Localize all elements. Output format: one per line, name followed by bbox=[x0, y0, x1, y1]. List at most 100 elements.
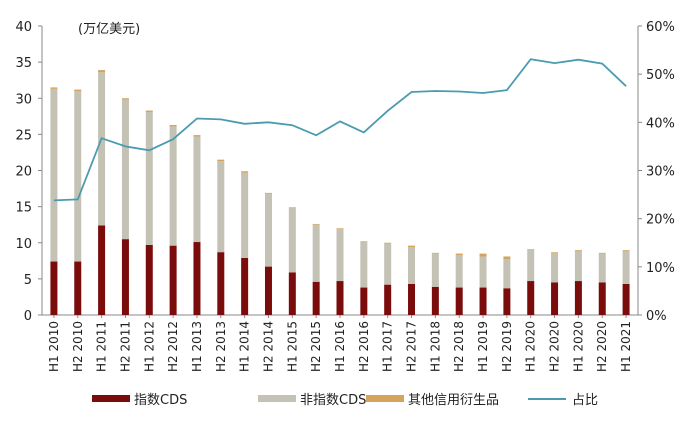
bar-segment-index-cds bbox=[408, 283, 416, 315]
axes: 0 5 10 15 20 25 30 35 40 0% 10% 20% 30% 40% 50% 60% bbox=[15, 20, 674, 324]
x-axis-tick-label: H1 2012 bbox=[142, 321, 156, 372]
right-axis-tick-label: 40% bbox=[646, 116, 675, 131]
line-series bbox=[53, 58, 627, 202]
x-axis-tick-label: H2 2019 bbox=[500, 321, 514, 372]
bar-segment-other-credit-derivatives bbox=[431, 252, 439, 254]
bars bbox=[50, 70, 630, 315]
bar-segment-index-cds bbox=[98, 225, 106, 315]
left-axis-tick-label: 0 bbox=[24, 309, 32, 324]
bar-segment-index-cds bbox=[241, 257, 249, 315]
bar-segment-index-cds bbox=[431, 286, 439, 315]
left-axis-tick-label: 5 bbox=[24, 273, 32, 288]
left-axis-tick-label: 30 bbox=[15, 92, 32, 107]
bar-segment-other-credit-derivatives bbox=[551, 252, 559, 253]
bar-segment-index-cds bbox=[312, 281, 320, 315]
bar-segment-other-credit-derivatives bbox=[622, 249, 630, 251]
left-axis-tick-label: 10 bbox=[15, 237, 32, 252]
bar-segment-non-index-cds bbox=[312, 224, 320, 282]
x-axis-tick-label: H2 2015 bbox=[309, 321, 323, 372]
bar-segment-non-index-cds bbox=[169, 126, 177, 246]
bar-segment-index-cds bbox=[384, 284, 392, 315]
right-axis-tick-label: 0% bbox=[646, 309, 667, 324]
bar-segment-other-credit-derivatives bbox=[503, 256, 511, 260]
x-axis-tick-label: H2 2020 bbox=[548, 321, 562, 372]
bar-segment-other-credit-derivatives bbox=[384, 242, 392, 244]
bar-segment-non-index-cds bbox=[479, 256, 487, 288]
bar-segment-other-credit-derivatives bbox=[455, 253, 463, 256]
bar-segment-index-cds bbox=[145, 244, 153, 315]
x-axis-tick-label: H1 2011 bbox=[95, 321, 109, 372]
bar-segment-other-credit-derivatives bbox=[98, 70, 106, 73]
legend-non-index-cds-swatch bbox=[258, 395, 296, 402]
bar-segment-non-index-cds bbox=[264, 193, 272, 267]
bar-segment-non-index-cds bbox=[408, 247, 416, 284]
x-axis-tick-label: H2 2012 bbox=[166, 321, 180, 372]
x-axis-tick-label: H1 2013 bbox=[190, 321, 204, 372]
x-axis-tick-label: H1 2021 bbox=[619, 321, 633, 372]
x-axis-tick-label: H1 2019 bbox=[476, 321, 490, 372]
bar-segment-non-index-cds bbox=[288, 208, 296, 273]
bar-segment-other-credit-derivatives bbox=[217, 159, 225, 162]
bar-segment-other-credit-derivatives bbox=[479, 253, 487, 257]
left-axis-tick-label: 35 bbox=[15, 56, 32, 71]
bar-segment-other-credit-derivatives bbox=[360, 241, 368, 243]
bar-segment-other-credit-derivatives bbox=[336, 228, 344, 230]
bar-segment-other-credit-derivatives bbox=[408, 245, 416, 248]
bar-segment-other-credit-derivatives bbox=[169, 124, 177, 127]
bar-segment-index-cds bbox=[360, 287, 368, 315]
share-line bbox=[53, 58, 627, 202]
bar-segment-index-cds bbox=[264, 266, 272, 315]
bar-segment-non-index-cds bbox=[360, 242, 368, 288]
x-axis-tick-label: H1 2016 bbox=[333, 321, 347, 372]
legend-index-cds-label: 指数CDS bbox=[134, 393, 187, 408]
bar-segment-non-index-cds bbox=[598, 253, 606, 283]
bar-segment-non-index-cds bbox=[551, 252, 559, 283]
bar-segment-non-index-cds bbox=[145, 111, 153, 245]
bar-segment-non-index-cds bbox=[574, 250, 582, 282]
bar-segment-index-cds bbox=[288, 272, 296, 315]
bar-segment-index-cds bbox=[574, 281, 582, 315]
x-axis-tick-label: H1 2010 bbox=[47, 321, 61, 372]
legend-other-credit-derivatives-swatch bbox=[366, 395, 404, 402]
bar-segment-non-index-cds bbox=[336, 229, 344, 282]
bar-segment-other-credit-derivatives bbox=[193, 135, 201, 137]
bar-segment-non-index-cds bbox=[121, 99, 129, 240]
x-axis-tick-label: H1 2020 bbox=[571, 321, 585, 372]
bar-segment-non-index-cds bbox=[98, 72, 106, 226]
x-axis-tick-label: H2 2010 bbox=[71, 321, 85, 372]
bar-segment-non-index-cds bbox=[193, 136, 201, 243]
right-axis-tick-label: 20% bbox=[646, 213, 675, 228]
x-axis-tick-label: H2 2014 bbox=[261, 321, 275, 372]
x-axis-tick-label: H2 2018 bbox=[452, 321, 466, 372]
legend: 指数CDS 非指数CDS 其他信用衍生品 占比 bbox=[92, 393, 598, 408]
right-axis-tick-label: 60% bbox=[646, 20, 675, 35]
x-axis-tick-label: H2 2016 bbox=[357, 321, 371, 372]
x-axis-tick-label: H1 2014 bbox=[238, 321, 252, 372]
x-axis-tick-label: H2 2013 bbox=[214, 321, 228, 372]
bar-segment-index-cds bbox=[50, 261, 58, 315]
bar-segment-index-cds bbox=[193, 242, 201, 315]
x-axis-tick-label: H2 2011 bbox=[118, 321, 132, 372]
bar-segment-index-cds bbox=[169, 245, 177, 315]
right-axis-tick-label: 30% bbox=[646, 165, 675, 180]
bar-segment-non-index-cds bbox=[455, 255, 463, 288]
right-axis-tick-label: 50% bbox=[646, 68, 675, 83]
bar-segment-other-credit-derivatives bbox=[312, 223, 320, 225]
legend-non-index-cds-label: 非指数CDS bbox=[300, 393, 366, 408]
bar-segment-other-credit-derivatives bbox=[574, 249, 582, 251]
bar-segment-other-credit-derivatives bbox=[50, 87, 58, 89]
x-axis-tick-label: H1 2020 bbox=[524, 321, 538, 372]
left-axis-tick-label: 40 bbox=[15, 20, 32, 35]
bar-segment-non-index-cds bbox=[50, 88, 58, 262]
bar-segment-other-credit-derivatives bbox=[121, 98, 129, 100]
bar-segment-index-cds bbox=[503, 288, 511, 315]
bar-segment-non-index-cds bbox=[622, 250, 630, 284]
left-axis-tick-label: 25 bbox=[15, 128, 32, 143]
bar-segment-non-index-cds bbox=[384, 243, 392, 285]
x-axis-tick-label: H1 2015 bbox=[285, 321, 299, 372]
x-axis-tick-label: H1 2018 bbox=[428, 321, 442, 372]
bar-segment-other-credit-derivatives bbox=[145, 110, 153, 112]
bar-segment-index-cds bbox=[551, 282, 559, 315]
legend-other-credit-derivatives-label: 其他信用衍生品 bbox=[408, 393, 499, 408]
bar-segment-index-cds bbox=[479, 287, 487, 315]
